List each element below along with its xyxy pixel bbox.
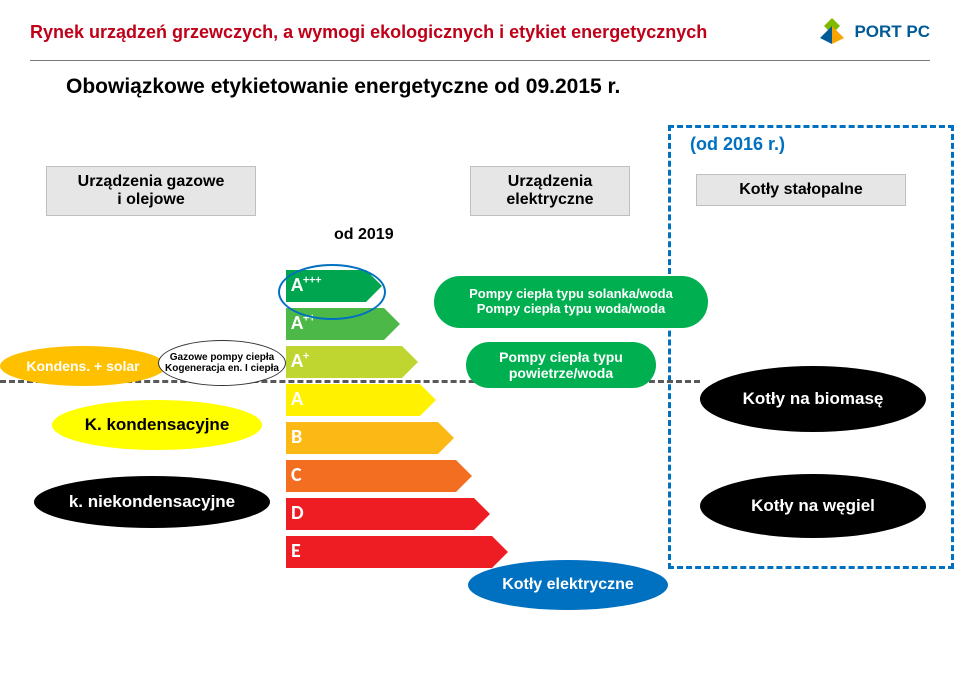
eff-arrow-tip [384,308,400,340]
eff-label: A [291,387,303,411]
eff-arrow-tip [420,384,436,416]
logo-text: PORT PC [854,22,930,42]
eff-label: E [291,539,301,563]
circle-a-triple-plus [278,264,386,320]
year-from-label: (od 2016 r.) [690,134,785,155]
subtitle: Obowiązkowe etykietowanie energetyczne o… [66,75,960,99]
eff-arrow-tip [456,460,472,492]
box-gas-oil: Urządzenia gazowe i olejowe [46,166,256,216]
pill-kogeneracja: Gazowe pompy ciepła Kogeneracja en. I ci… [158,340,286,386]
eff-label: C [291,463,302,487]
pill-kondens-solar: Kondens. + solar [0,346,166,386]
page-title: Rynek urządzeń grzewczych, a wymogi ekol… [30,22,816,43]
eff-label: D [291,501,304,525]
eff-bar-e [286,536,492,568]
eff-arrow-tip [492,536,508,568]
eff-arrow-tip [402,346,418,378]
pill-k-kondensacyjne: K. kondensacyjne [52,400,262,450]
pill-kotly-elektryczne: Kotły elektryczne [468,560,668,610]
eff-bar-b [286,422,438,454]
pill-kotly-biomase: Kotły na biomasę [700,366,926,432]
eff-arrow-tip [474,498,490,530]
pill-kotly-wegiel: Kotły na węgiel [700,474,926,538]
pill-k-niekondensacyjne: k. niekondensacyjne [34,476,270,528]
header-divider [30,60,930,61]
eff-bar-d [286,498,474,530]
pill-pompy-solanka-woda: Pompy ciepła typu solanka/woda Pompy cie… [434,276,708,328]
eff-arrow-tip [438,422,454,454]
od-2019-label: od 2019 [334,226,394,244]
eff-bar-a [286,384,420,416]
eff-bar-c [286,460,456,492]
diagram-stage: (od 2016 r.) Urządzenia gazowe i olejowe… [0,120,960,686]
eff-label: A+ [291,349,309,373]
box-electric: Urządzenia elektryczne [470,166,630,216]
eff-label: B [291,425,302,449]
box-solid-fuel: Kotły stałopalne [696,174,906,206]
pill-pompy-powietrze-woda: Pompy ciepła typu powietrze/woda [466,342,656,388]
logo-icon [816,14,848,50]
logo: PORT PC [816,14,930,50]
